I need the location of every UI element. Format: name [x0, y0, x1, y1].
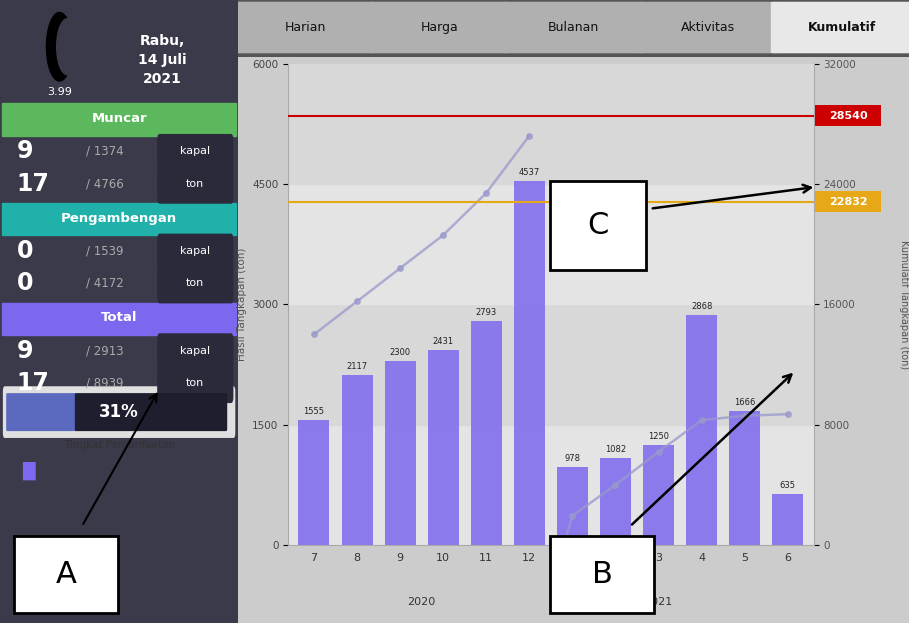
- Text: Rabu,: Rabu,: [139, 34, 185, 48]
- Circle shape: [56, 19, 78, 75]
- Bar: [288, 64, 814, 184]
- Text: Aktivitas: Aktivitas: [681, 21, 734, 34]
- Bar: [773, 494, 804, 545]
- Bar: [643, 445, 674, 545]
- Text: B: B: [592, 560, 613, 589]
- Text: 17: 17: [16, 371, 50, 395]
- Circle shape: [46, 12, 73, 81]
- Text: Tingkat Pemanfaatan: Tingkat Pemanfaatan: [64, 440, 175, 450]
- Bar: [514, 181, 544, 545]
- Bar: [298, 421, 329, 545]
- Text: 22832: 22832: [829, 196, 867, 206]
- Bar: [557, 467, 588, 545]
- Text: Harian: Harian: [285, 21, 326, 34]
- Text: / 2913: / 2913: [85, 345, 124, 357]
- Bar: [288, 184, 814, 304]
- Text: A: A: [55, 560, 76, 589]
- Y-axis label: Kumulatif Tangkapan (ton): Kumulatif Tangkapan (ton): [899, 240, 909, 369]
- Text: 2793: 2793: [475, 308, 497, 317]
- Text: Muncar: Muncar: [91, 112, 147, 125]
- Text: 978: 978: [564, 454, 580, 463]
- Text: 17: 17: [16, 172, 50, 196]
- Text: Harga: Harga: [421, 21, 458, 34]
- Text: 4537: 4537: [519, 168, 540, 177]
- Text: 31%: 31%: [99, 404, 139, 421]
- Text: 0: 0: [16, 272, 33, 295]
- FancyBboxPatch shape: [235, 2, 376, 54]
- Text: Bulanan: Bulanan: [548, 21, 599, 34]
- Text: C: C: [587, 211, 608, 240]
- FancyBboxPatch shape: [771, 2, 909, 54]
- Text: ton: ton: [186, 378, 205, 388]
- Text: 2300: 2300: [390, 348, 411, 356]
- Text: Kumulatif: Kumulatif: [808, 21, 876, 34]
- Text: 2431: 2431: [433, 337, 454, 346]
- Text: / 4766: / 4766: [85, 178, 124, 190]
- Text: 14 Juli: 14 Juli: [137, 53, 186, 67]
- FancyBboxPatch shape: [157, 134, 234, 171]
- Text: / 1539: / 1539: [85, 245, 124, 257]
- FancyBboxPatch shape: [157, 234, 234, 271]
- Text: 1250: 1250: [648, 432, 669, 441]
- Bar: [729, 411, 760, 545]
- Text: 2020: 2020: [407, 597, 435, 607]
- Text: 1082: 1082: [604, 445, 626, 454]
- Text: ton: ton: [186, 179, 205, 189]
- Text: 9: 9: [16, 339, 33, 363]
- Bar: [288, 304, 814, 425]
- FancyBboxPatch shape: [3, 386, 235, 438]
- Text: kapal: kapal: [180, 146, 210, 156]
- FancyBboxPatch shape: [636, 2, 779, 54]
- Text: 2021: 2021: [644, 597, 673, 607]
- FancyBboxPatch shape: [157, 166, 234, 204]
- Text: 1555: 1555: [304, 407, 325, 416]
- Bar: [686, 315, 717, 545]
- Text: 1666: 1666: [734, 398, 755, 407]
- Bar: [288, 425, 814, 545]
- Text: 2117: 2117: [346, 362, 367, 371]
- Bar: [3, 103, 235, 136]
- Text: kapal: kapal: [180, 246, 210, 256]
- Bar: [471, 321, 502, 545]
- Text: 0: 0: [16, 239, 33, 263]
- Bar: [3, 303, 235, 335]
- Text: ton: ton: [186, 278, 205, 288]
- FancyBboxPatch shape: [75, 393, 227, 431]
- Bar: [428, 350, 459, 545]
- Text: 2868: 2868: [691, 302, 713, 311]
- Bar: [342, 375, 373, 545]
- FancyBboxPatch shape: [503, 2, 644, 54]
- Text: / 4172: / 4172: [85, 277, 124, 290]
- Text: / 1374: / 1374: [85, 145, 124, 158]
- FancyBboxPatch shape: [157, 366, 234, 403]
- FancyBboxPatch shape: [157, 266, 234, 303]
- FancyBboxPatch shape: [157, 333, 234, 371]
- Text: 2021: 2021: [143, 72, 182, 85]
- FancyBboxPatch shape: [368, 2, 511, 54]
- Bar: [3, 203, 235, 235]
- Text: 28540: 28540: [829, 111, 867, 121]
- FancyBboxPatch shape: [6, 393, 76, 431]
- Text: 635: 635: [780, 481, 795, 490]
- Text: 3.99: 3.99: [47, 87, 72, 97]
- Text: kapal: kapal: [180, 346, 210, 356]
- Y-axis label: Hasil Tangkapan (ton): Hasil Tangkapan (ton): [236, 248, 246, 361]
- Bar: [385, 361, 415, 545]
- Text: ▐▌: ▐▌: [15, 461, 43, 480]
- Text: Total: Total: [101, 312, 137, 324]
- Text: Pengambengan: Pengambengan: [61, 212, 177, 224]
- Text: / 8939: / 8939: [85, 377, 124, 389]
- Bar: [600, 459, 631, 545]
- Text: 9: 9: [16, 140, 33, 163]
